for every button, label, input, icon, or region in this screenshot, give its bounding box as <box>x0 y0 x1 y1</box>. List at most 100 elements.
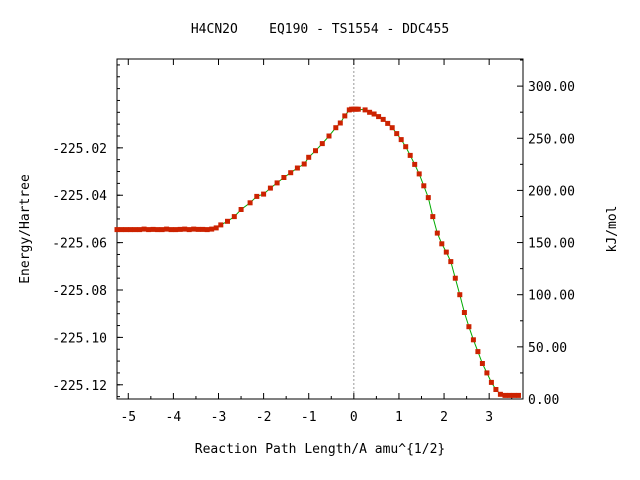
data-point <box>186 227 192 233</box>
data-point <box>155 227 161 233</box>
x-tick-label: -4 <box>166 410 182 425</box>
data-point <box>164 226 170 232</box>
x-tick-label: 2 <box>440 410 448 425</box>
data-point <box>137 227 143 233</box>
data-point <box>484 370 490 376</box>
data-point <box>150 226 156 232</box>
data-point <box>326 133 332 139</box>
data-point <box>213 225 219 231</box>
data-point <box>247 200 253 206</box>
x-tick-label: -5 <box>120 410 136 425</box>
data-point <box>132 227 138 233</box>
data-point <box>457 292 463 298</box>
data-point <box>333 125 339 131</box>
data-point <box>141 226 147 232</box>
y-tick-label: -225.08 <box>52 284 107 299</box>
data-point <box>238 207 244 212</box>
data-point <box>123 227 129 233</box>
data-point <box>493 387 499 392</box>
data-point <box>362 107 368 113</box>
x-tick-label: 1 <box>395 410 403 425</box>
y2-tick-label: 0.00 <box>528 393 559 408</box>
data-point <box>380 116 386 122</box>
data-point <box>173 227 179 233</box>
data-point <box>337 120 343 126</box>
data-point <box>416 171 422 177</box>
data-point <box>371 111 377 117</box>
data-point <box>475 349 481 355</box>
data-point <box>306 154 312 160</box>
data-point <box>479 361 485 366</box>
data-point <box>288 170 294 176</box>
data-point <box>439 241 445 247</box>
data-point <box>421 183 427 189</box>
y2-tick-label: 300.00 <box>528 80 575 95</box>
data-point <box>281 175 287 180</box>
data-point <box>301 161 307 167</box>
y2-tick-label: 100.00 <box>528 289 575 304</box>
data-point <box>159 227 165 233</box>
data-point <box>261 191 267 197</box>
data-point <box>128 227 133 233</box>
data-point <box>231 214 237 220</box>
data-point <box>204 227 210 233</box>
data-point <box>488 379 494 385</box>
data-point <box>385 120 391 126</box>
data-point <box>398 137 404 143</box>
data-point <box>177 226 183 232</box>
y-tick-label: -225.12 <box>52 379 107 394</box>
data-point <box>394 131 400 137</box>
data-point <box>470 337 476 343</box>
data-point <box>313 148 318 154</box>
data-point <box>191 226 197 232</box>
y-tick-label: -225.06 <box>52 237 107 252</box>
x-axis-label: Reaction Path Length/A amu^{1/2} <box>195 442 445 457</box>
data-point <box>195 226 201 232</box>
data-point <box>502 392 508 398</box>
x-tick-label: -1 <box>301 410 317 425</box>
data-point <box>200 226 206 232</box>
y-tick-label: -225.04 <box>52 189 107 204</box>
x-tick-label: 0 <box>350 410 358 425</box>
data-point <box>425 195 431 201</box>
data-point <box>448 259 454 265</box>
data-point <box>267 185 273 191</box>
data-point <box>443 249 449 255</box>
data-point <box>225 218 230 224</box>
y-tick-label: -225.10 <box>52 331 107 346</box>
data-point <box>452 275 458 281</box>
x-tick-label: -3 <box>211 410 227 425</box>
data-point <box>294 165 300 171</box>
data-point <box>146 227 152 233</box>
data-point <box>114 227 120 233</box>
data-point <box>511 392 517 398</box>
data-point <box>209 226 215 232</box>
data-point <box>168 227 174 233</box>
data-point <box>407 152 413 158</box>
data-point <box>254 193 260 199</box>
chart-title: H4CN2O EQ190 - TS1554 - DDC455 <box>191 22 449 37</box>
x-tick-label: 3 <box>485 410 493 425</box>
x-tick-label: -2 <box>256 410 272 425</box>
data-point <box>434 230 440 236</box>
y2-axis-label: kJ/mol <box>605 206 620 253</box>
data-point <box>274 180 280 186</box>
data-point <box>218 222 224 228</box>
y-axis-label: Energy/Hartree <box>18 174 33 284</box>
data-point <box>466 324 472 330</box>
data-point <box>182 226 188 232</box>
data-point <box>430 214 436 220</box>
y-tick-label: -225.02 <box>52 142 107 157</box>
data-point <box>367 109 373 115</box>
data-point <box>376 114 382 120</box>
data-point <box>342 113 348 119</box>
data-point <box>319 141 325 147</box>
data-point <box>403 144 409 150</box>
data-point <box>389 125 395 131</box>
data-point <box>461 310 467 315</box>
data-point <box>412 161 418 167</box>
data-point <box>497 391 503 397</box>
y2-tick-label: 150.00 <box>528 237 575 252</box>
y2-tick-label: 200.00 <box>528 184 575 199</box>
